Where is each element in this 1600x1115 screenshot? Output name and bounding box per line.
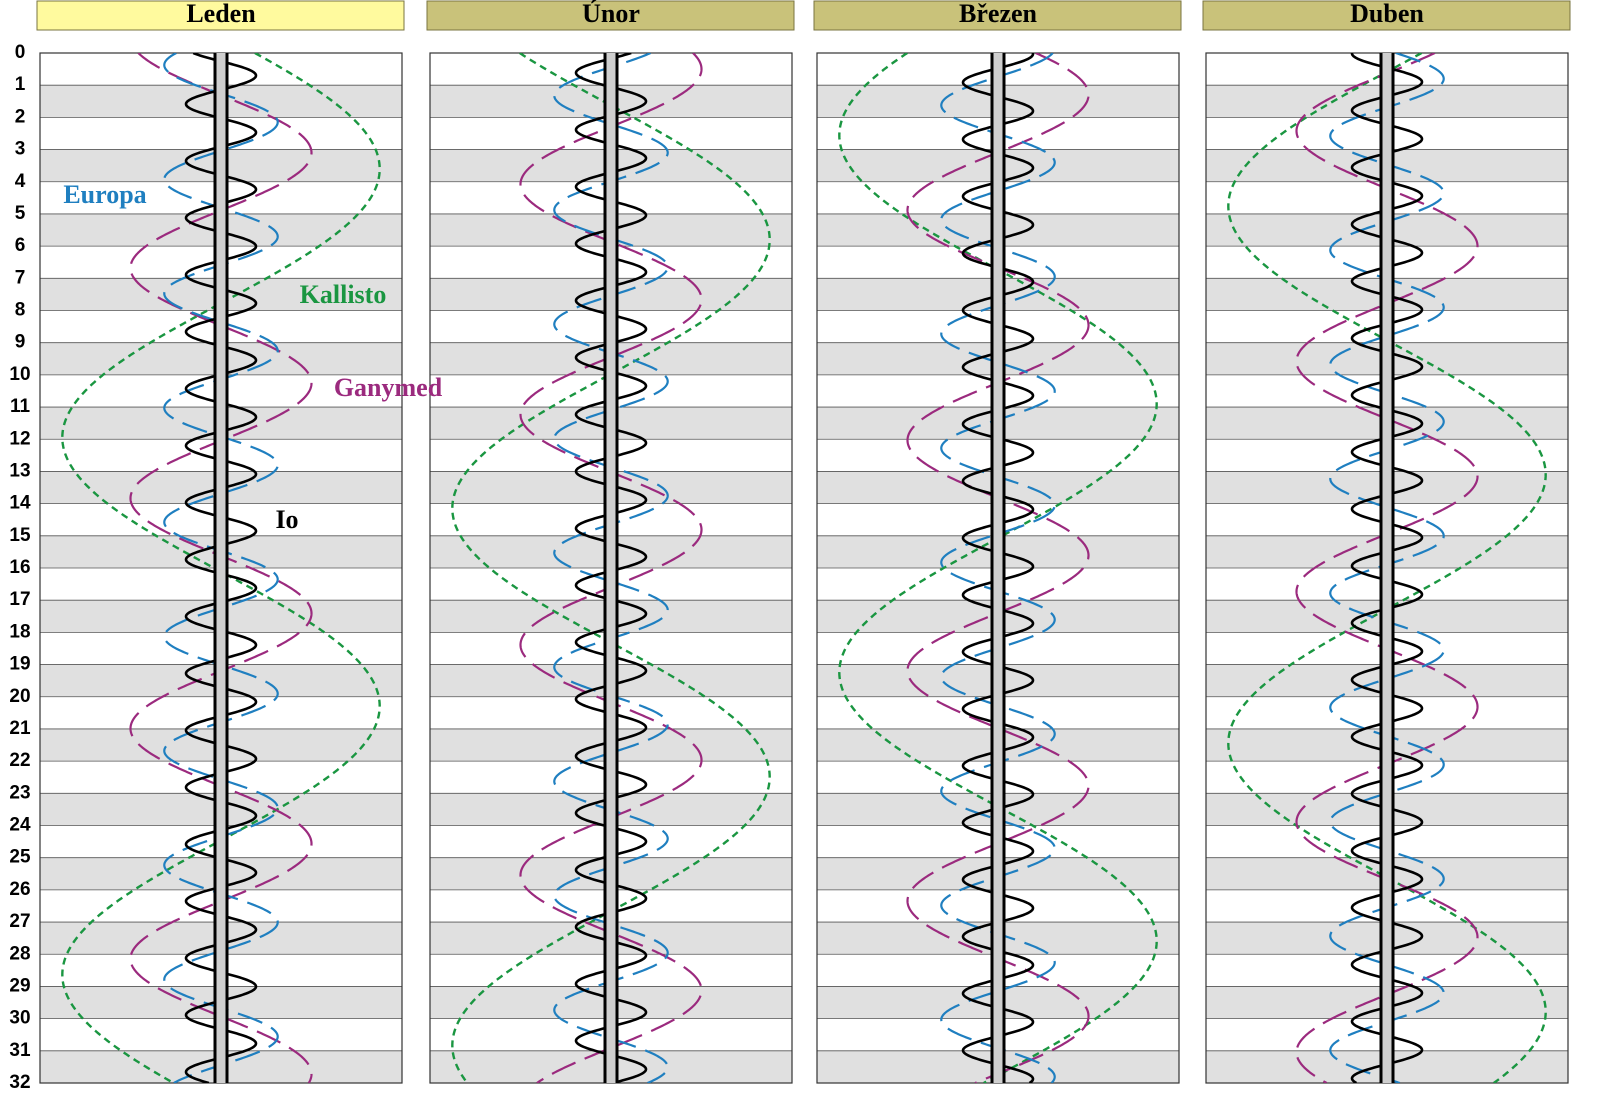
y-tick-label: 15 <box>9 525 31 546</box>
y-tick-label: 13 <box>9 460 30 481</box>
y-tick-label: 5 <box>15 203 26 224</box>
y-tick-label: 2 <box>15 106 26 127</box>
moon-orbit <box>1350 53 1424 1083</box>
y-tick-label: 11 <box>10 396 31 417</box>
y-tick-label: 1 <box>15 74 26 95</box>
y-tick-label: 30 <box>9 1008 30 1029</box>
y-tick-label: 22 <box>9 750 30 771</box>
jupiter-body <box>992 53 1004 1083</box>
y-tick-label: 12 <box>9 428 30 449</box>
moon-label: Ganymed <box>334 373 443 402</box>
moon-orbit <box>1329 53 1445 1083</box>
moon-orbit <box>1227 53 1547 1083</box>
y-tick-label: 0 <box>15 42 26 63</box>
y-tick-label: 19 <box>9 654 30 675</box>
moon-label: Europa <box>63 180 146 209</box>
moon-label: Kallisto <box>300 280 387 309</box>
moon-orbit <box>838 53 1158 1083</box>
panel-title: Duben <box>1350 0 1424 28</box>
moon-orbit <box>184 53 258 1083</box>
moon-orbit <box>61 53 381 1083</box>
moon-orbit <box>906 53 1090 1083</box>
y-tick-label: 20 <box>9 686 30 707</box>
y-tick-label: 6 <box>15 235 26 256</box>
y-tick-label: 27 <box>9 911 30 932</box>
panel-header <box>813 0 1182 31</box>
panel-title: Březen <box>959 0 1038 28</box>
y-tick-label: 16 <box>9 557 30 578</box>
y-tick-label: 17 <box>9 589 30 610</box>
panel-title: Únor <box>582 0 640 28</box>
y-tick-label: 8 <box>15 300 26 321</box>
y-tick-label: 29 <box>9 975 30 996</box>
moon-orbit <box>553 53 669 1083</box>
y-tick-label: 14 <box>9 493 31 514</box>
y-tick-label: 24 <box>9 815 31 836</box>
y-tick-label: 9 <box>15 332 26 353</box>
y-tick-label: 21 <box>9 718 31 739</box>
y-tick-label: 32 <box>9 1072 30 1093</box>
y-tick-label: 4 <box>15 171 26 192</box>
moon-orbit <box>961 53 1035 1083</box>
moon-orbit <box>163 53 279 1083</box>
y-tick-label: 26 <box>9 879 30 900</box>
moon-orbit <box>940 53 1056 1083</box>
y-tick-label: 28 <box>9 943 30 964</box>
moon-orbit <box>129 53 313 1083</box>
y-tick-label: 31 <box>9 1040 31 1061</box>
moon-label: Io <box>275 505 298 534</box>
y-tick-label: 18 <box>9 621 30 642</box>
moon-orbit <box>1295 53 1479 1083</box>
y-tick-label: 3 <box>15 139 26 160</box>
jupiter-body <box>605 53 617 1083</box>
y-tick-label: 25 <box>9 847 31 868</box>
panel-header <box>36 0 405 31</box>
jupiter-body <box>215 53 227 1083</box>
y-tick-label: 7 <box>15 267 26 288</box>
panel-header <box>1202 0 1571 31</box>
y-tick-label: 10 <box>9 364 30 385</box>
moon-orbit <box>519 53 703 1083</box>
jupiter-body <box>1381 53 1393 1083</box>
y-tick-label: 23 <box>9 782 30 803</box>
panel-title: Leden <box>186 0 256 28</box>
panel-header <box>426 0 795 31</box>
